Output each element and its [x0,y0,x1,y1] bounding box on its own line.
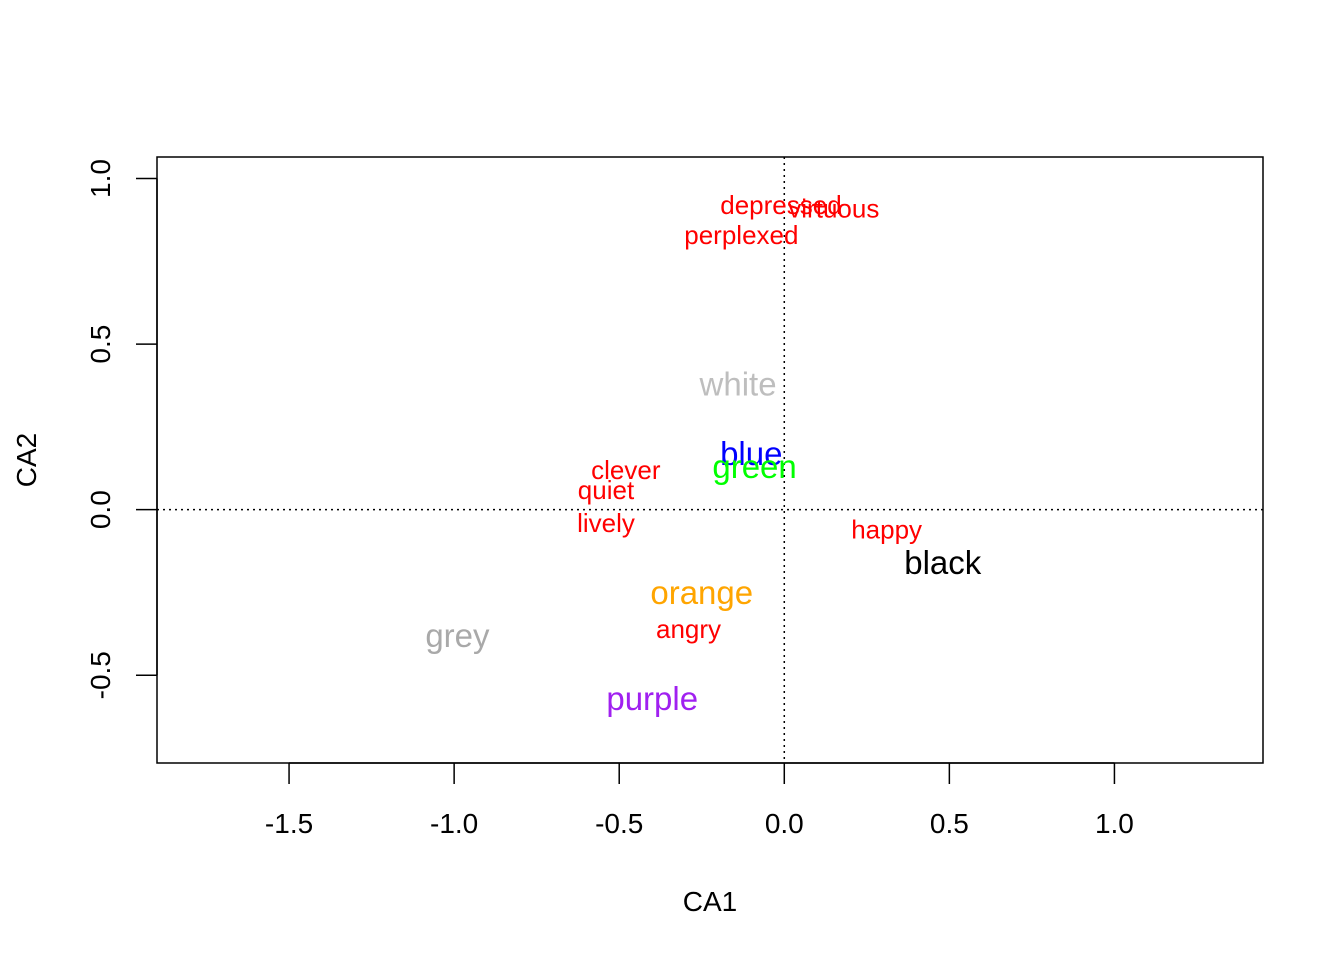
x-tick-label: -0.5 [595,808,643,839]
reference-lines [157,157,1263,763]
column-point-label: blue [720,435,782,472]
x-tick-label: 0.5 [930,808,969,839]
row-point-label: depressed [720,190,841,220]
y-tick-label: -0.5 [85,651,116,699]
x-axis: -1.5 -1.0 -0.5 0.0 0.5 1.0 [265,762,1134,839]
column-point-label: green [712,448,796,485]
y-tick-label: 0.5 [85,325,116,364]
column-point-label: orange [650,574,753,611]
row-point-label: quiet [578,475,635,505]
row-point-label: clever [591,455,661,485]
x-tick-label: 0.0 [765,808,804,839]
x-tick-label: -1.0 [430,808,478,839]
row-point-label: perplexed [684,220,798,250]
column-point-label: grey [425,617,490,654]
row-point-label: virtuous [788,193,879,223]
y-axis-label: CA2 [11,433,42,487]
column-point-label: black [904,544,982,581]
y-tick-label: 1.0 [85,159,116,198]
row-point-label: happy [851,515,922,545]
x-axis-label: CA1 [683,886,737,917]
x-tick-label: -1.5 [265,808,313,839]
column-point-label: white [699,365,777,402]
row-point-label: angry [656,614,721,644]
y-axis: -0.5 0.0 0.5 1.0 [85,159,158,699]
x-tick-label: 1.0 [1095,808,1134,839]
row-point-label: lively [577,508,635,538]
column-point-label: purple [606,680,698,717]
y-tick-label: 0.0 [85,490,116,529]
